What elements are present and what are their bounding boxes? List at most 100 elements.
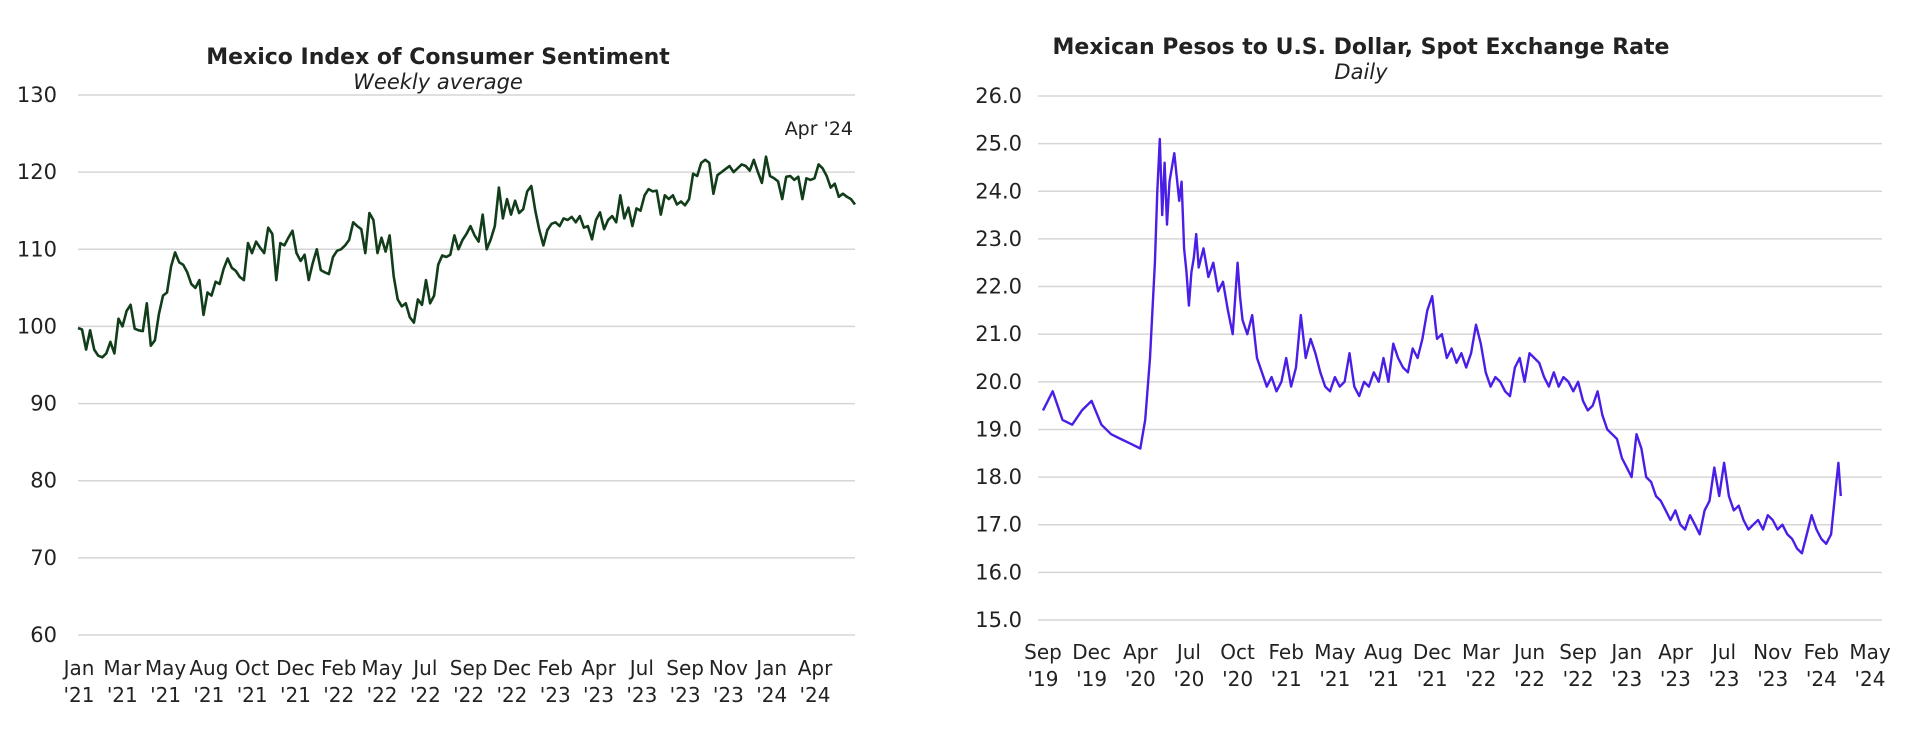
left-x-tick-year: '22: [453, 683, 484, 707]
right-x-tick-label: Jul: [1710, 640, 1736, 664]
right-x-tick-year: '22: [1465, 667, 1496, 691]
right-x-tick-label: Sep: [1559, 640, 1597, 664]
right-y-tick-label: 19.0: [975, 417, 1022, 441]
right-x-tick-year: '24: [1806, 667, 1837, 691]
left-x-tick-label: Dec: [493, 656, 532, 680]
left-x-tick-year: '23: [670, 683, 701, 707]
left-x-tick-year: '21: [64, 683, 95, 707]
left-x-tick-label: Jan: [62, 656, 95, 680]
right-x-tick-label: Dec: [1072, 640, 1111, 664]
right-y-tick-label: 25.0: [975, 132, 1022, 156]
right-x-tick-year: '20: [1173, 667, 1204, 691]
left-x-tick-year: '22: [367, 683, 398, 707]
left-x-tick-year: '22: [410, 683, 441, 707]
left-x-tick-label: Oct: [235, 656, 270, 680]
right-x-tick-year: '21: [1319, 667, 1350, 691]
right-x-tick-label: Feb: [1804, 640, 1839, 664]
right-x-tick-label: Dec: [1413, 640, 1452, 664]
left-y-tick-label: 90: [30, 392, 57, 416]
left-x-tick-year: '22: [323, 683, 354, 707]
right-x-tick-year: '20: [1222, 667, 1253, 691]
right-x-tick-label: Oct: [1220, 640, 1255, 664]
left-x-tick-year: '21: [193, 683, 224, 707]
left-x-tick-year: '22: [496, 683, 527, 707]
right-x-tick-label: May: [1314, 640, 1356, 664]
right-x-tick-year: '23: [1709, 667, 1740, 691]
left-chart-annotation: Apr '24: [785, 118, 853, 140]
left-x-tick-year: '24: [756, 683, 787, 707]
left-x-tick-label: Dec: [276, 656, 315, 680]
right-x-tick-year: '23: [1611, 667, 1642, 691]
right-x-tick-label: Jun: [1512, 640, 1545, 664]
right-y-tick-label: 26.0: [975, 84, 1022, 108]
left-x-tick-label: Aug: [189, 656, 228, 680]
right-chart-title: Mexican Pesos to U.S. Dollar, Spot Excha…: [1053, 35, 1670, 60]
left-chart-title: Mexico Index of Consumer Sentiment: [206, 45, 670, 70]
right-chart-subtitle: Daily: [1334, 60, 1388, 84]
right-x-tick-year: '24: [1855, 667, 1886, 691]
left-x-tick-label: Nov: [709, 656, 748, 680]
right-y-axis-ticks: 15.0 16.0 17.0 18.0 19.0 20.0 21.0 22.0 23.0 24.0…: [975, 84, 1022, 632]
left-x-tick-year: '23: [540, 683, 571, 707]
right-gridlines: [1038, 95, 1882, 621]
left-x-tick-label: Feb: [538, 656, 573, 680]
right-x-tick-year: '21: [1417, 667, 1448, 691]
left-y-tick-label: 130: [17, 83, 57, 107]
left-y-tick-label: 110: [17, 237, 57, 261]
right-y-tick-label: 17.0: [975, 513, 1022, 537]
consumer-sentiment-line: [77, 155, 857, 359]
left-x-tick-label: Sep: [450, 656, 488, 680]
left-x-tick-label: May: [145, 656, 187, 680]
exchange-rate-line: [1041, 137, 1842, 555]
right-y-tick-label: 21.0: [975, 322, 1022, 346]
right-x-tick-label: Jul: [1175, 640, 1201, 664]
left-x-tick-label: Jul: [411, 656, 437, 680]
left-x-tick-label: Feb: [321, 656, 356, 680]
right-x-tick-year: '21: [1271, 667, 1302, 691]
right-y-tick-label: 20.0: [975, 370, 1022, 394]
left-x-tick-label: Apr: [798, 656, 833, 680]
left-x-tick-year: '21: [150, 683, 181, 707]
right-y-tick-label: 23.0: [975, 227, 1022, 251]
left-chart-subtitle: Weekly average: [353, 70, 523, 94]
right-x-tick-year: '23: [1757, 667, 1788, 691]
left-y-tick-label: 100: [17, 314, 57, 338]
right-x-tick-year: '19: [1028, 667, 1059, 691]
left-x-tick-label: Sep: [666, 656, 704, 680]
left-x-tick-year: '24: [800, 683, 831, 707]
left-x-tick-label: May: [361, 656, 403, 680]
right-y-tick-label: 18.0: [975, 465, 1022, 489]
right-x-tick-label: Sep: [1024, 640, 1062, 664]
left-y-tick-label: 80: [30, 469, 57, 493]
left-x-tick-year: '21: [280, 683, 311, 707]
left-x-tick-year: '23: [713, 683, 744, 707]
left-y-tick-label: 120: [17, 160, 57, 184]
left-y-tick-label: 60: [30, 623, 57, 647]
exchange-rate-chart: Mexican Pesos to U.S. Dollar, Spot Excha…: [975, 35, 1891, 691]
right-y-tick-label: 22.0: [975, 275, 1022, 299]
right-x-tick-year: '22: [1514, 667, 1545, 691]
right-x-tick-label: Apr: [1123, 640, 1158, 664]
left-x-tick-year: '23: [626, 683, 657, 707]
left-x-tick-label: Apr: [581, 656, 616, 680]
right-x-tick-year: '19: [1076, 667, 1107, 691]
right-y-tick-label: 16.0: [975, 560, 1022, 584]
left-y-axis-ticks: 60 70 80 90 100 110 120 130: [17, 83, 57, 647]
right-x-tick-year: '23: [1660, 667, 1691, 691]
right-x-tick-label: Mar: [1462, 640, 1501, 664]
right-x-tick-label: Jan: [1609, 640, 1642, 664]
consumer-sentiment-chart: Mexico Index of Consumer Sentiment Weekl…: [17, 45, 857, 707]
right-x-tick-label: Apr: [1658, 640, 1693, 664]
left-x-tick-label: Jan: [754, 656, 787, 680]
right-y-tick-label: 15.0: [975, 608, 1022, 632]
right-x-tick-label: Feb: [1269, 640, 1304, 664]
right-x-tick-label: Nov: [1753, 640, 1792, 664]
left-x-tick-year: '21: [237, 683, 268, 707]
right-x-tick-label: Aug: [1364, 640, 1403, 664]
left-y-tick-label: 70: [30, 546, 57, 570]
right-x-tick-year: '20: [1125, 667, 1156, 691]
right-y-tick-label: 24.0: [975, 179, 1022, 203]
left-x-tick-year: '23: [583, 683, 614, 707]
left-x-axis-ticks: Jan'21Mar'21May'21Aug'21Oct'21Dec'21Feb'…: [62, 656, 833, 707]
